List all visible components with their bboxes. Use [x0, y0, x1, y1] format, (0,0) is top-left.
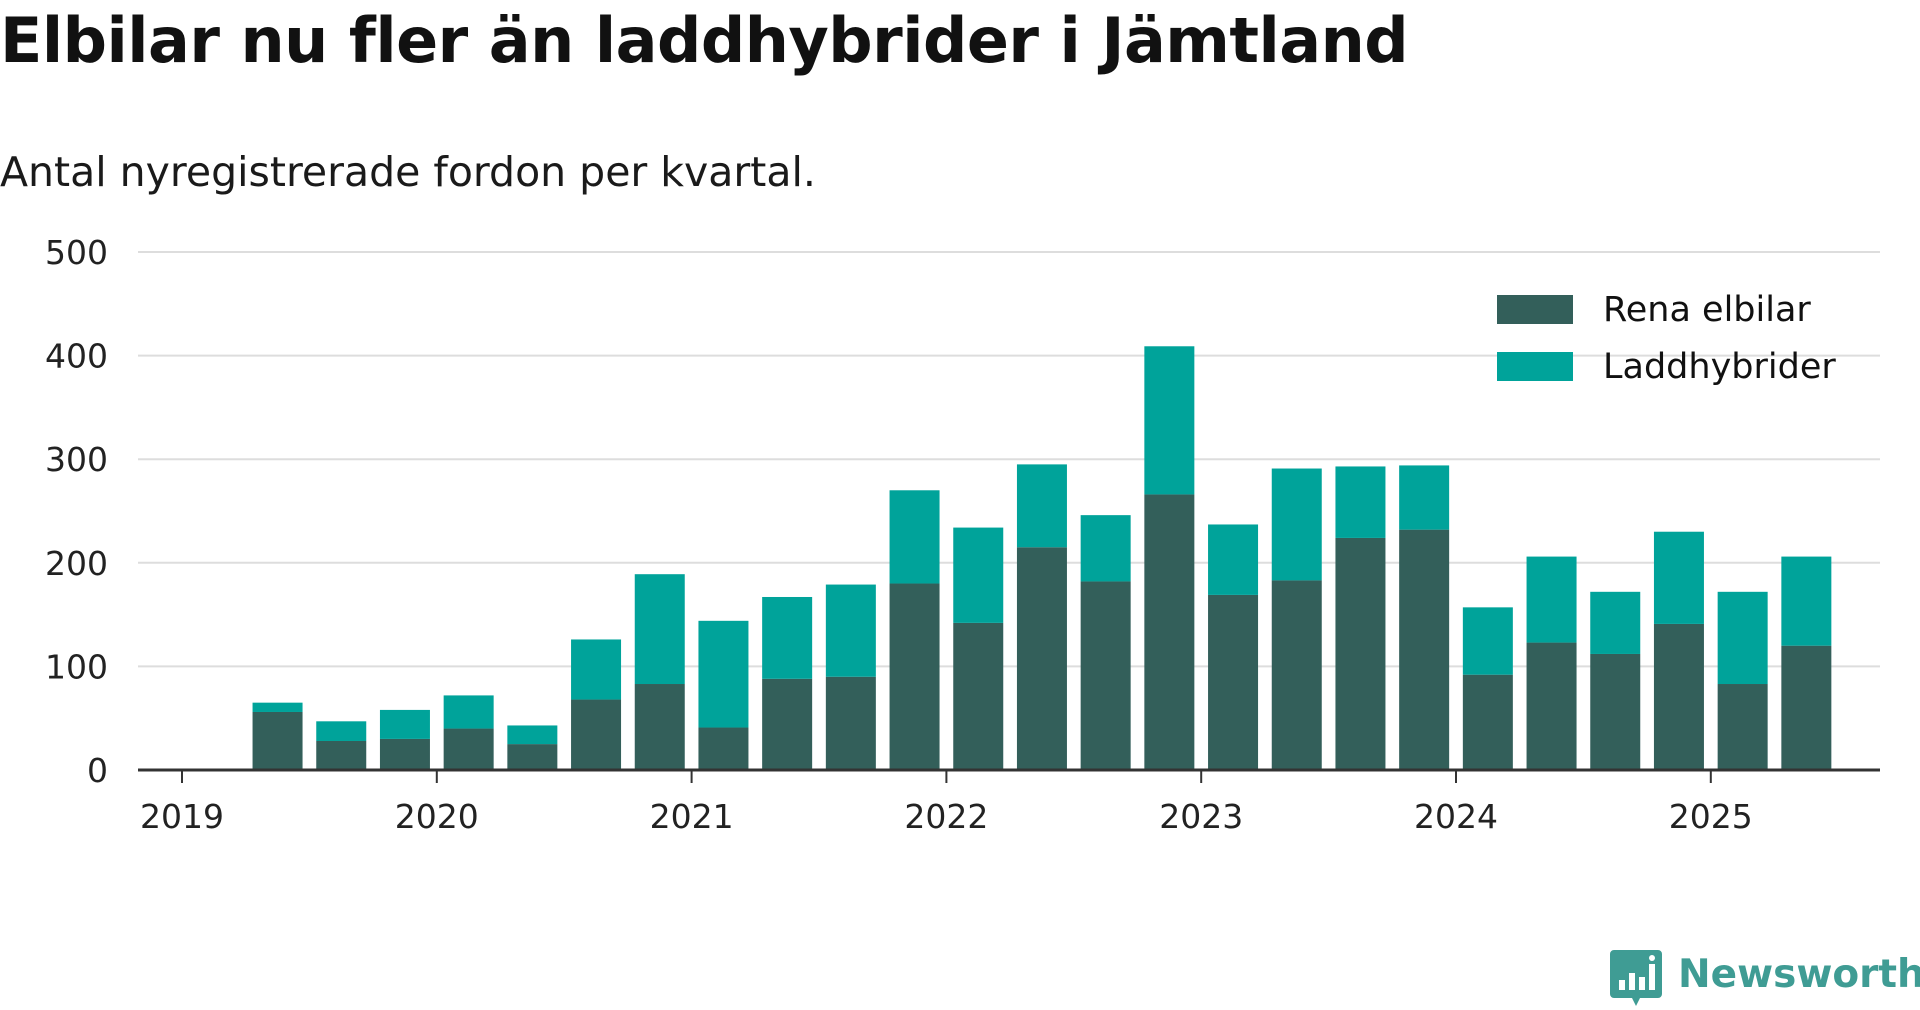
gridlines	[138, 251, 1880, 668]
bar-rena-elbilar	[889, 583, 940, 770]
bar-laddhybrider	[1717, 591, 1768, 685]
bar-rena-elbilar	[1335, 537, 1386, 770]
bar-laddhybrider	[379, 709, 430, 739]
y-tick-label: 400	[45, 337, 108, 376]
legend-label: Rena elbilar	[1603, 290, 1811, 330]
bar-rena-elbilar	[1526, 642, 1577, 770]
bar-laddhybrider	[634, 574, 685, 685]
bar-laddhybrider	[1080, 515, 1131, 582]
x-tick-label: 2025	[1669, 797, 1753, 836]
bar-laddhybrider	[571, 639, 622, 700]
bar-rena-elbilar	[1208, 594, 1259, 770]
x-tick-label: 2019	[140, 797, 224, 836]
y-tick-label: 0	[87, 751, 108, 790]
bar-rena-elbilar	[634, 684, 685, 770]
bar-laddhybrider	[953, 527, 1004, 623]
bar-laddhybrider	[443, 695, 494, 729]
x-tick-label: 2020	[395, 797, 479, 836]
bar-rena-elbilar	[507, 744, 558, 770]
y-tick-label: 300	[45, 440, 108, 479]
bar-laddhybrider	[1590, 591, 1641, 654]
bar-rena-elbilar	[1144, 494, 1195, 770]
bar-laddhybrider	[1208, 524, 1259, 595]
bar-rena-elbilar	[1590, 653, 1641, 770]
bar-laddhybrider	[252, 702, 303, 712]
axes: 0 100 200 300 400 500 2019 2020 2021 2022 2023 2024…	[45, 233, 1880, 836]
bar-laddhybrider	[1399, 465, 1450, 530]
bar-rena-elbilar	[825, 676, 876, 770]
bar-laddhybrider	[889, 490, 940, 584]
bar-laddhybrider	[1781, 556, 1832, 646]
bar-laddhybrider	[507, 725, 558, 745]
bar-laddhybrider	[1271, 468, 1322, 581]
bar-laddhybrider	[316, 721, 367, 741]
legend-swatch	[1497, 295, 1573, 324]
bar-rena-elbilar	[1271, 580, 1322, 770]
bar-laddhybrider	[762, 596, 813, 679]
bars	[252, 346, 1832, 770]
bar-rena-elbilar	[316, 740, 367, 770]
newsworthy-brand: Newsworthy	[1610, 950, 1920, 1010]
bar-rena-elbilar	[443, 728, 494, 770]
bar-rena-elbilar	[762, 678, 813, 770]
y-tick-label: 100	[45, 647, 108, 686]
bar-laddhybrider	[698, 620, 749, 728]
bar-rena-elbilar	[1781, 645, 1832, 770]
legend-label: Laddhybrider	[1603, 347, 1836, 387]
bar-rena-elbilar	[1080, 581, 1131, 770]
bar-laddhybrider	[1335, 466, 1386, 538]
bar-rena-elbilar	[1653, 623, 1704, 770]
bar-rena-elbilar	[698, 727, 749, 770]
x-tick-label: 2022	[904, 797, 988, 836]
bar-rena-elbilar	[1399, 529, 1450, 770]
bar-laddhybrider	[1653, 531, 1704, 624]
x-tick-label: 2021	[650, 797, 734, 836]
newsworthy-logo-icon	[1610, 950, 1662, 1006]
bar-laddhybrider	[825, 584, 876, 677]
bar-rena-elbilar	[953, 622, 1004, 770]
legend-swatch	[1497, 352, 1573, 381]
chart-subtitle: Antal nyregistrerade fordon per kvartal.	[0, 148, 816, 196]
bar-rena-elbilar	[1717, 684, 1768, 770]
x-tick-label: 2024	[1414, 797, 1498, 836]
bar-rena-elbilar	[1462, 674, 1513, 770]
bar-laddhybrider	[1016, 464, 1067, 548]
bar-rena-elbilar	[571, 699, 622, 770]
bar-laddhybrider	[1144, 346, 1195, 495]
brand-name: Newsworthy	[1678, 952, 1920, 997]
legend: Rena elbilar Laddhybrider	[1497, 290, 1836, 387]
bar-laddhybrider	[1526, 556, 1577, 643]
bar-rena-elbilar	[252, 711, 303, 770]
x-tick-label: 2023	[1159, 797, 1243, 836]
bar-rena-elbilar	[1016, 547, 1067, 770]
bar-rena-elbilar	[379, 738, 430, 770]
chart-title: Elbilar nu fler än laddhybrider i Jämtla…	[0, 4, 1409, 77]
y-tick-label: 200	[45, 544, 108, 583]
y-tick-label: 500	[45, 233, 108, 272]
bar-laddhybrider	[1462, 607, 1513, 675]
